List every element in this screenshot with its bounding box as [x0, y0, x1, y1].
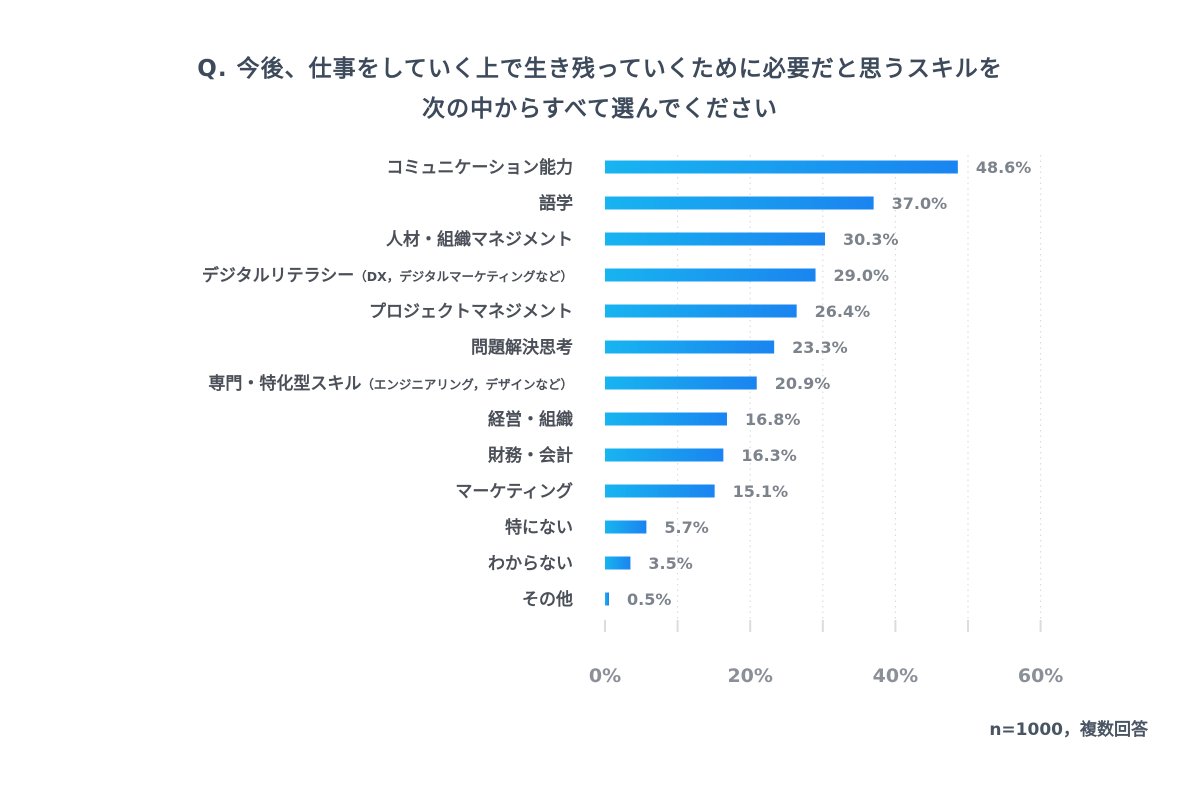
- value-label: 26.4%: [815, 302, 871, 321]
- category-label: 問題解決思考: [471, 337, 573, 358]
- x-tick-label: 60%: [1018, 665, 1063, 687]
- category-label: 財務・会計: [487, 445, 573, 466]
- value-label: 0.5%: [627, 590, 671, 609]
- value-label: 20.9%: [775, 374, 831, 393]
- x-tick-label: 40%: [873, 665, 918, 687]
- bar: [605, 340, 775, 354]
- sample-size-note: n=1000，複数回答: [989, 720, 1148, 740]
- chart-title-line-2: 次の中からすべて選んでください: [422, 96, 778, 122]
- category-label: マーケティング: [455, 481, 573, 502]
- value-label: 30.3%: [843, 230, 899, 249]
- x-tick-label: 0%: [589, 665, 621, 687]
- bar: [605, 196, 874, 210]
- category-label: コミュニケーション能力: [386, 157, 573, 178]
- bar: [605, 484, 715, 498]
- bar: [605, 448, 724, 462]
- bar: [605, 592, 609, 606]
- value-label: 23.3%: [792, 338, 848, 357]
- category-label: 特にない: [505, 517, 573, 538]
- category-label: プロジェクトマネジメント: [369, 301, 573, 322]
- bar: [605, 376, 757, 390]
- category-label: 経営・組織: [488, 409, 573, 430]
- value-label: 5.7%: [664, 518, 708, 537]
- bar: [605, 304, 797, 318]
- value-label: 29.0%: [834, 266, 890, 285]
- value-label: 37.0%: [892, 194, 948, 213]
- category-label: 人材・組織マネジメント: [386, 229, 573, 250]
- category-label: 専門・特化型スキル（エンジニアリング，デザインなど）: [208, 373, 573, 394]
- bar: [605, 160, 958, 174]
- value-label: 3.5%: [648, 554, 692, 573]
- bar: [605, 412, 727, 426]
- category-label: 語学: [539, 193, 573, 214]
- chart-title-line-1: Q. 今後、仕事をしていく上で生き残っていくために必要だと思うスキルを: [197, 56, 1003, 82]
- bar: [605, 520, 647, 534]
- category-label: その他: [522, 589, 573, 610]
- x-tick-label: 20%: [727, 665, 772, 687]
- value-label: 16.3%: [741, 446, 797, 465]
- bar: [605, 268, 816, 282]
- bar: [605, 232, 825, 246]
- category-label: デジタルリテラシー（DX，デジタルマーケティングなど）: [202, 265, 573, 286]
- value-label: 48.6%: [976, 158, 1032, 177]
- value-label: 15.1%: [733, 482, 789, 501]
- bar: [605, 556, 631, 570]
- value-label: 16.8%: [745, 410, 801, 429]
- category-label: わからない: [488, 554, 573, 574]
